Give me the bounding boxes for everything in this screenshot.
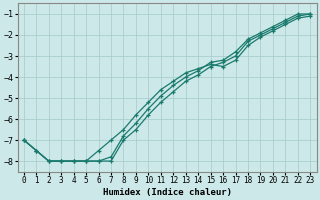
X-axis label: Humidex (Indice chaleur): Humidex (Indice chaleur) <box>103 188 232 197</box>
